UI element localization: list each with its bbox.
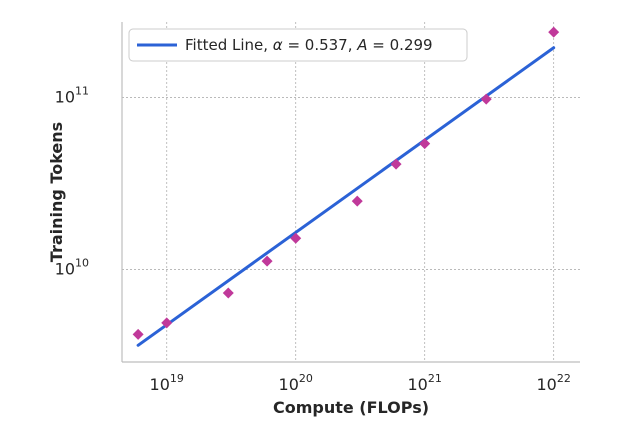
y-tick-label-11: 1011 — [55, 85, 89, 107]
y-tick-exponent: 11 — [75, 85, 89, 98]
data-point-diamond — [290, 232, 302, 244]
data-point-diamond — [261, 255, 273, 267]
x-tick-exponent: 19 — [170, 372, 184, 385]
x-tick-exponent: 21 — [428, 372, 442, 385]
y-tick-label-10: 1010 — [55, 257, 89, 279]
data-point-diamond — [390, 158, 402, 170]
data-points — [132, 26, 560, 340]
data-point-diamond — [351, 195, 363, 207]
x-tick-base: 10 — [536, 375, 556, 394]
data-point-diamond — [419, 138, 431, 150]
x-tick-exponent: 22 — [557, 372, 571, 385]
x-tick-base: 10 — [150, 375, 170, 394]
data-point-diamond — [132, 328, 144, 340]
y-axis-title: Training Tokens — [47, 122, 66, 262]
x-tick-label-22: 1022 — [536, 372, 570, 394]
legend-box — [128, 28, 468, 62]
fitted-line — [136, 46, 556, 347]
x-tick-label-19: 1019 — [150, 372, 184, 394]
x-tick-exponent: 20 — [299, 372, 313, 385]
x-tick-base: 10 — [408, 375, 428, 394]
legend-label: Fitted Line, α = 0.537, A = 0.299 — [185, 36, 433, 54]
data-point-diamond — [548, 26, 560, 38]
legend: Fitted Line, α = 0.537, A = 0.299 — [128, 28, 468, 62]
data-point-diamond — [161, 317, 173, 329]
data-point-diamond — [222, 287, 234, 299]
y-tick-base: 10 — [55, 260, 75, 279]
grid-lines — [122, 22, 580, 362]
x-tick-label-20: 1020 — [279, 372, 313, 394]
y-tick-exponent: 10 — [75, 257, 89, 270]
x-axis-title: Compute (FLOPs) — [273, 398, 429, 417]
fit-line-group — [136, 46, 556, 347]
y-tick-base: 10 — [55, 88, 75, 107]
x-tick-base: 10 — [279, 375, 299, 394]
data-point-diamond — [480, 93, 492, 105]
x-tick-label-21: 1021 — [408, 372, 442, 394]
